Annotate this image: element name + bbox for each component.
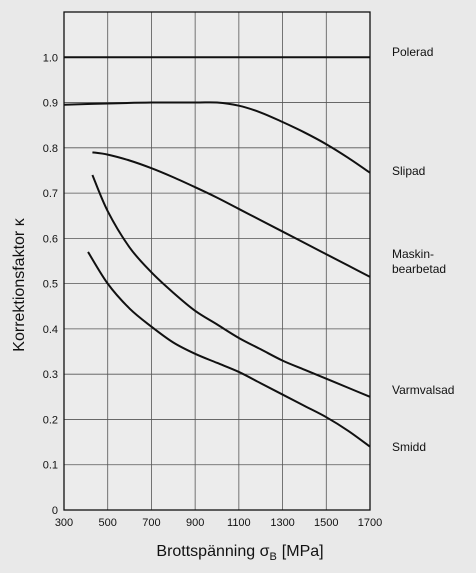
series-label-line: Maskin- — [392, 247, 434, 261]
y-tick-label: 0.4 — [43, 324, 58, 336]
x-tick-label: 500 — [99, 517, 117, 529]
series-line-slipad — [63, 101, 371, 174]
y-tick-label: 0 — [52, 505, 58, 517]
x-axis-title-subscript: B — [269, 551, 276, 563]
x-tick-label: 1700 — [358, 517, 382, 529]
y-tick-label: 0.5 — [43, 279, 58, 291]
y-tick-label: 0.3 — [43, 369, 58, 381]
x-tick-label: 1300 — [270, 517, 294, 529]
series-label-line: bearbetad — [392, 262, 446, 276]
x-tick-label: 700 — [142, 517, 160, 529]
x-axis-title: Brottspänning σB [MPa] — [156, 543, 323, 563]
axes — [63, 11, 371, 511]
series-line-smidd — [87, 251, 371, 448]
y-tick-label: 0.1 — [43, 460, 58, 472]
series-label-slipad: Slipad — [392, 164, 425, 178]
series-label-line: Smidd — [392, 440, 426, 454]
tick-labels: 300 500 700 900 1100 1300 1500 1700 0 0.1 0.2 0.3 0.… — [43, 52, 383, 529]
y-tick-label: 0.7 — [43, 188, 58, 200]
x-tick-label: 1100 — [227, 517, 251, 529]
y-tick-label: 0.9 — [43, 98, 58, 110]
y-tick-label: 0.2 — [43, 414, 58, 426]
series-label-polerad: Polerad — [392, 45, 433, 59]
x-tick-label: 1500 — [314, 517, 338, 529]
y-tick-label: 0.6 — [43, 233, 58, 245]
series-label-line: Polerad — [392, 45, 433, 59]
y-tick-label: 1.0 — [43, 52, 58, 64]
series-label-line: Varmvalsad — [392, 383, 454, 397]
series-label-varmvalsad: Varmvalsad — [392, 383, 454, 397]
series-label-smidd: Smidd — [392, 440, 426, 454]
series-label-line: Slipad — [392, 164, 425, 178]
x-axis-title-main: Brottspänning σ — [156, 543, 269, 560]
series-labels: Polerad Slipad Maskin-bearbetad Varmvalsad S… — [392, 45, 454, 454]
series-line-maskinbearbetad — [92, 151, 371, 278]
y-axis-title: Korrektionsfaktor κ — [11, 217, 28, 351]
series-line-varmvalsad — [91, 174, 371, 398]
grid — [63, 12, 371, 511]
series-label-maskinbearbetad: Maskin-bearbetad — [392, 247, 446, 276]
series-lines — [63, 56, 371, 448]
y-tick-label: 0.8 — [43, 143, 58, 155]
x-tick-label: 300 — [55, 517, 73, 529]
plot-background — [64, 12, 370, 510]
x-axis-title-unit: [MPa] — [282, 543, 324, 560]
plot-frame — [63, 11, 371, 511]
x-tick-label: 900 — [186, 517, 204, 529]
